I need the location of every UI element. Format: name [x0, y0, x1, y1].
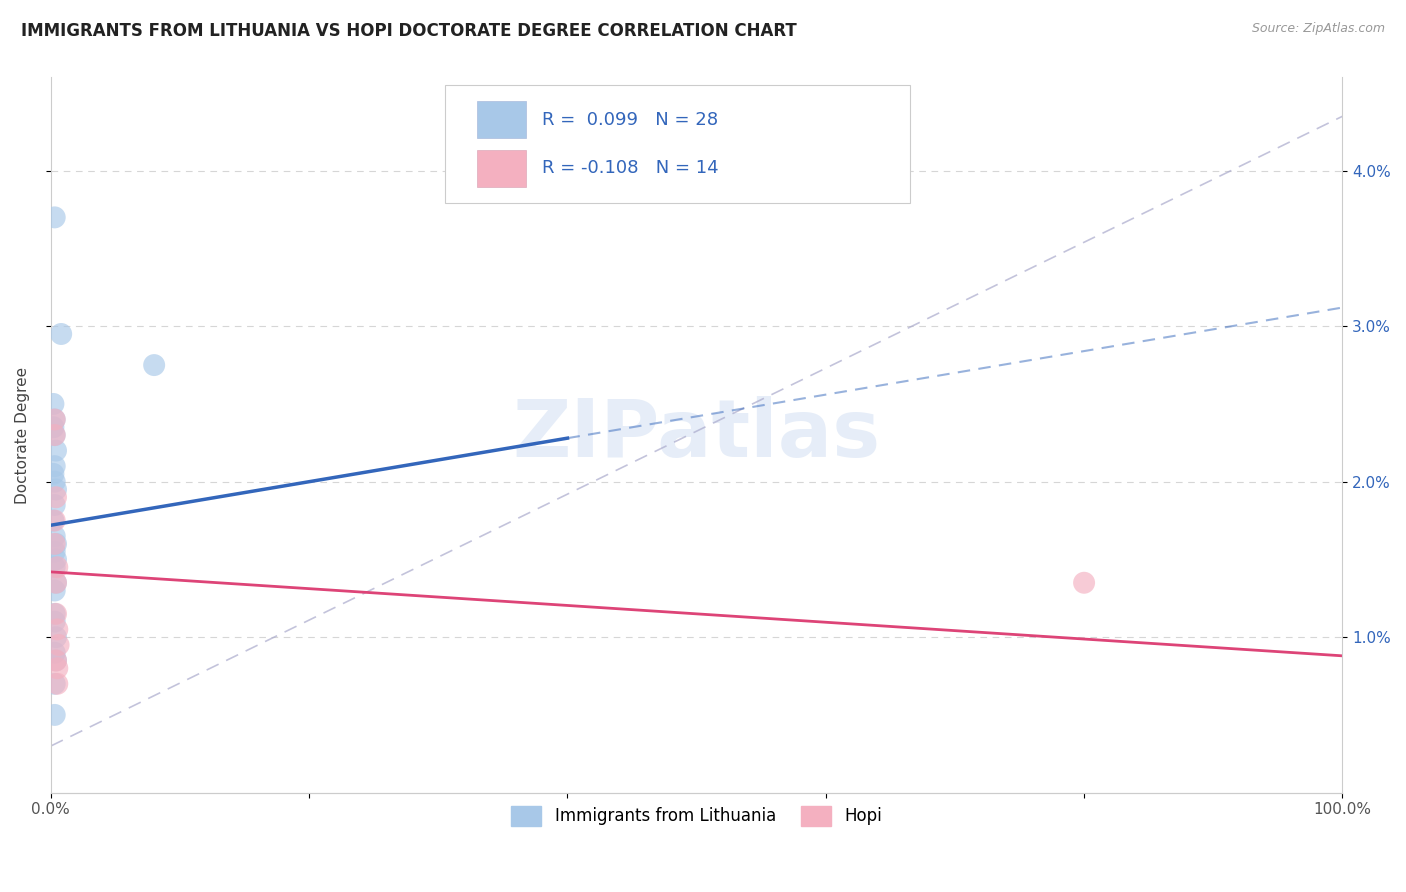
Point: [42, 397, 65, 411]
Point: [44, 607, 66, 621]
Point: [44, 459, 66, 474]
Point: [44, 529, 66, 543]
Point: [45, 537, 67, 551]
Point: [44, 646, 66, 660]
Text: Source: ZipAtlas.com: Source: ZipAtlas.com: [1251, 22, 1385, 36]
Point: [44, 707, 66, 722]
Y-axis label: Doctorate Degree: Doctorate Degree: [15, 367, 30, 504]
Point: [51, 326, 73, 341]
Point: [44, 514, 66, 528]
Point: [44, 428, 66, 442]
Point: [46, 560, 69, 574]
Point: [44, 583, 66, 598]
Point: [42, 467, 65, 481]
Point: [45, 575, 67, 590]
FancyBboxPatch shape: [444, 85, 910, 202]
Point: [44, 544, 66, 558]
Point: [44, 498, 66, 512]
Point: [44, 537, 66, 551]
Legend: Immigrants from Lithuania, Hopi: Immigrants from Lithuania, Hopi: [503, 797, 890, 834]
Point: [48, 638, 70, 652]
Text: ZIPatlas: ZIPatlas: [513, 396, 880, 474]
Point: [44, 412, 66, 426]
Point: [45, 653, 67, 667]
Point: [46, 661, 69, 675]
Point: [44, 475, 66, 489]
Point: [42, 514, 65, 528]
Point: [44, 412, 66, 426]
Point: [44, 677, 66, 691]
Point: [45, 575, 67, 590]
Point: [45, 630, 67, 644]
Point: [143, 358, 166, 372]
Point: [46, 677, 69, 691]
Point: [44, 211, 66, 225]
Point: [45, 653, 67, 667]
Point: [44, 560, 66, 574]
Point: [46, 623, 69, 637]
Point: [45, 443, 67, 458]
FancyBboxPatch shape: [477, 101, 526, 138]
Text: IMMIGRANTS FROM LITHUANIA VS HOPI DOCTORATE DEGREE CORRELATION CHART: IMMIGRANTS FROM LITHUANIA VS HOPI DOCTOR…: [21, 22, 797, 40]
Text: R =  0.099   N = 28: R = 0.099 N = 28: [541, 111, 717, 128]
Point: [45, 490, 67, 504]
Point: [44, 428, 66, 442]
Text: R = -0.108   N = 14: R = -0.108 N = 14: [541, 160, 718, 178]
Point: [44, 615, 66, 629]
FancyBboxPatch shape: [477, 150, 526, 187]
Point: [45, 607, 67, 621]
Point: [45, 552, 67, 566]
Point: [42, 420, 65, 434]
Point: [1073, 575, 1095, 590]
Point: [45, 483, 67, 497]
